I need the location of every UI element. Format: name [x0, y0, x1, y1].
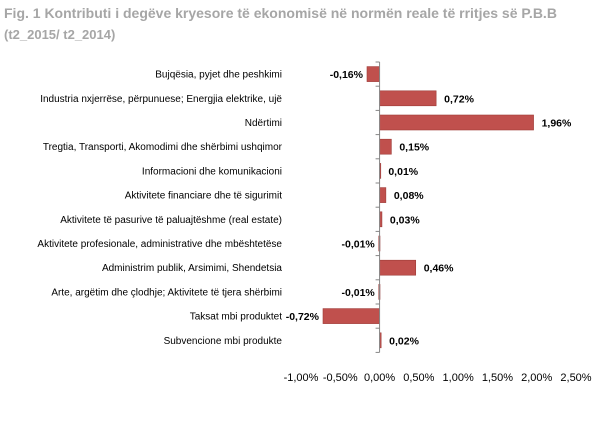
- bar: [379, 114, 534, 131]
- bar: [379, 90, 437, 107]
- value-label: 0,15%: [399, 142, 429, 154]
- x-tick-label: -1,00%: [284, 372, 319, 384]
- chart-title-block: Fig. 1 Kontributi i degëve kryesore të e…: [4, 2, 590, 46]
- value-label: -0,01%: [342, 239, 376, 251]
- axis-layer: [375, 61, 381, 353]
- value-label: 0,08%: [394, 190, 424, 202]
- category-label: Taksat mbi produktet: [190, 312, 282, 323]
- bars-layer: [322, 66, 534, 349]
- category-label: Arte, argëtim dhe çlodhje; Aktivitete të…: [51, 287, 282, 298]
- value-label: 0,02%: [389, 335, 419, 347]
- value-label: -0,01%: [342, 287, 376, 299]
- category-label: Informacioni dhe komunikacioni: [142, 166, 282, 177]
- category-label: Subvencione mbi produkte: [164, 336, 283, 347]
- x-tick-label: 2,50%: [560, 372, 591, 384]
- category-label: Tregtia, Transporti, Akomodimi dhe shërb…: [43, 142, 283, 153]
- x-tick-label: 0,50%: [403, 372, 434, 384]
- value-label: 0,03%: [390, 214, 420, 226]
- category-label: Industria nxjerrëse, përpunuese; Energji…: [40, 94, 282, 105]
- bar: [322, 308, 380, 324]
- value-label: 0,01%: [388, 166, 418, 178]
- bar: [379, 138, 392, 155]
- bar: [379, 259, 417, 276]
- labels-layer: Bujqësia, pyjet dhe peshkimi -0,16% Indust…: [37, 69, 591, 384]
- x-tick-label: 1,00%: [443, 372, 474, 384]
- x-tick-label: 0,00%: [364, 372, 395, 384]
- chart-title: Fig. 1 Kontributi i degëve kryesore të e…: [4, 5, 557, 21]
- chart-subtitle: (t2_2015/ t2_2014): [4, 27, 116, 42]
- value-label: 1,96%: [542, 118, 572, 130]
- value-label: 0,46%: [424, 263, 454, 275]
- x-tick-label: -0,50%: [323, 372, 358, 384]
- category-label: Aktivitete financiare dhe të sigurimit: [125, 191, 283, 202]
- category-label: Aktivitete të pasurive të paluajtëshme (…: [60, 215, 282, 226]
- bar: [379, 187, 387, 203]
- category-label: Bujqësia, pyjet dhe peshkimi: [155, 70, 282, 81]
- category-label: Aktivitete profesionale, administrative …: [37, 239, 282, 250]
- category-label: Ndërtimi: [245, 118, 282, 129]
- bar: [366, 66, 380, 82]
- value-label: 0,72%: [444, 93, 474, 105]
- x-tick-label: 1,50%: [482, 372, 513, 384]
- x-tick-label: 2,00%: [521, 372, 552, 384]
- value-label: -0,72%: [286, 311, 320, 323]
- category-label: Administrim publik, Arsimimi, Shendetsia: [102, 263, 282, 274]
- value-label: -0,16%: [330, 69, 364, 81]
